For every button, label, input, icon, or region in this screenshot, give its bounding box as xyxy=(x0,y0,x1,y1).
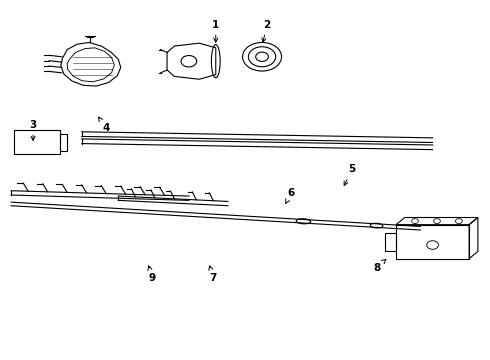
Text: 6: 6 xyxy=(286,188,295,203)
Text: 4: 4 xyxy=(98,117,110,133)
Text: 3: 3 xyxy=(29,120,37,140)
Text: 9: 9 xyxy=(148,266,156,283)
Text: 1: 1 xyxy=(212,19,220,42)
Bar xyxy=(385,233,396,251)
Text: 7: 7 xyxy=(209,266,217,283)
Text: 5: 5 xyxy=(344,164,356,185)
Bar xyxy=(60,134,67,151)
Bar xyxy=(14,130,60,154)
Bar xyxy=(396,225,469,258)
Text: 2: 2 xyxy=(262,19,270,42)
Text: 8: 8 xyxy=(373,259,386,273)
